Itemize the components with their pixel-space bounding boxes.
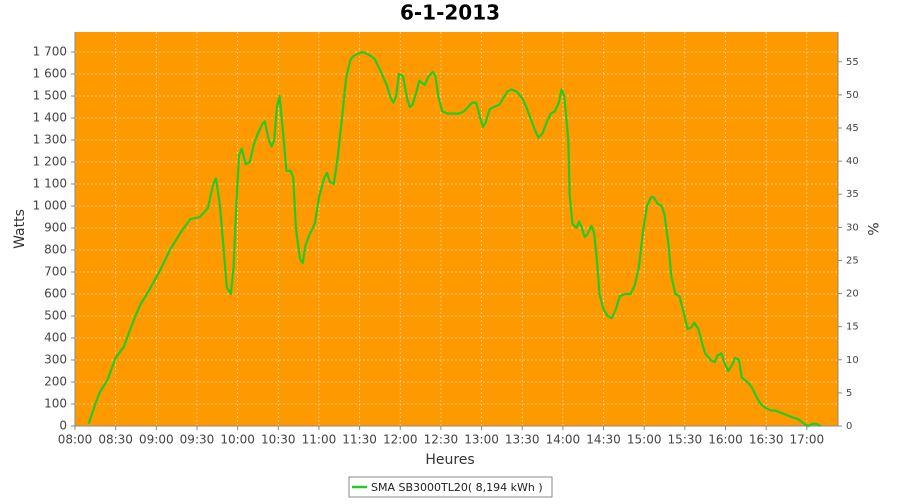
y2-tick-label: 20: [846, 289, 859, 300]
x-tick-label: 08:00: [58, 433, 93, 447]
y-tick-label: 400: [44, 331, 67, 345]
series-line: [87, 50, 821, 428]
plot-background: [75, 32, 838, 426]
x-tick-label: 09:30: [180, 433, 215, 447]
y-tick-label: 1 100: [33, 177, 67, 191]
y-tick-label: 1 200: [33, 155, 67, 169]
legend-box: [348, 476, 553, 498]
y-tick-label: 0: [59, 419, 67, 433]
chart-title: 6-1-2013: [400, 1, 500, 25]
y-tick-label: 900: [44, 221, 67, 235]
y2-tick-label: 10: [846, 355, 859, 366]
y-tick-label: 1 600: [33, 67, 67, 81]
legend-label: SMA SB3000TL20( 8,194 kWh ): [371, 481, 543, 494]
y2-tick-label: 40: [846, 156, 859, 167]
x-tick-label: 10:00: [220, 433, 255, 447]
x-tick-label: 17:00: [790, 433, 825, 447]
x-tick-label: 10:30: [261, 433, 296, 447]
y-tick-label: 1 700: [33, 45, 67, 59]
y2-tick-label: 35: [846, 189, 859, 200]
x-tick-label: 12:30: [424, 433, 459, 447]
y2-tick-label: 50: [846, 90, 859, 101]
x-tick-label: 15:30: [668, 433, 703, 447]
x-tick-label: 11:00: [302, 433, 337, 447]
y2-tick-label: 25: [846, 255, 859, 266]
y-tick-label: 300: [44, 353, 67, 367]
y2-tick-label: 30: [846, 222, 859, 233]
y-tick-label: 1 500: [33, 89, 67, 103]
y-tick-label: 100: [44, 397, 67, 411]
y-tick-label: 500: [44, 309, 67, 323]
x-tick-label: 12:00: [383, 433, 418, 447]
y-tick-label: 1 400: [33, 111, 67, 125]
y-tick-label: 600: [44, 287, 67, 301]
x-axis-title: Heures: [425, 452, 474, 468]
y2-tick-label: 5: [846, 388, 852, 399]
x-tick-label: 14:30: [586, 433, 621, 447]
x-tick-label: 16:00: [708, 433, 743, 447]
x-tick-label: 13:30: [505, 433, 540, 447]
x-tick-label: 08:30: [98, 433, 133, 447]
y-tick-label: 1 300: [33, 133, 67, 147]
y2-tick-label: 15: [846, 322, 859, 333]
y2-tick-label: 45: [846, 123, 859, 134]
y-tick-label: 700: [44, 265, 67, 279]
x-tick-label: 13:00: [464, 433, 499, 447]
x-tick-label: 11:30: [342, 433, 377, 447]
y-tick-label: 1 000: [33, 199, 67, 213]
x-tick-label: 16:30: [749, 433, 784, 447]
x-tick-label: 09:00: [139, 433, 174, 447]
y2-tick-label: 0: [846, 421, 852, 432]
y2-axis-title: %: [864, 222, 880, 235]
y-tick-label: 800: [44, 243, 67, 257]
y2-tick-label: 55: [846, 57, 859, 68]
y-axis-title: Watts: [12, 209, 28, 249]
x-tick-label: 15:00: [627, 433, 662, 447]
y-tick-label: 200: [44, 375, 67, 389]
x-tick-label: 14:00: [546, 433, 581, 447]
